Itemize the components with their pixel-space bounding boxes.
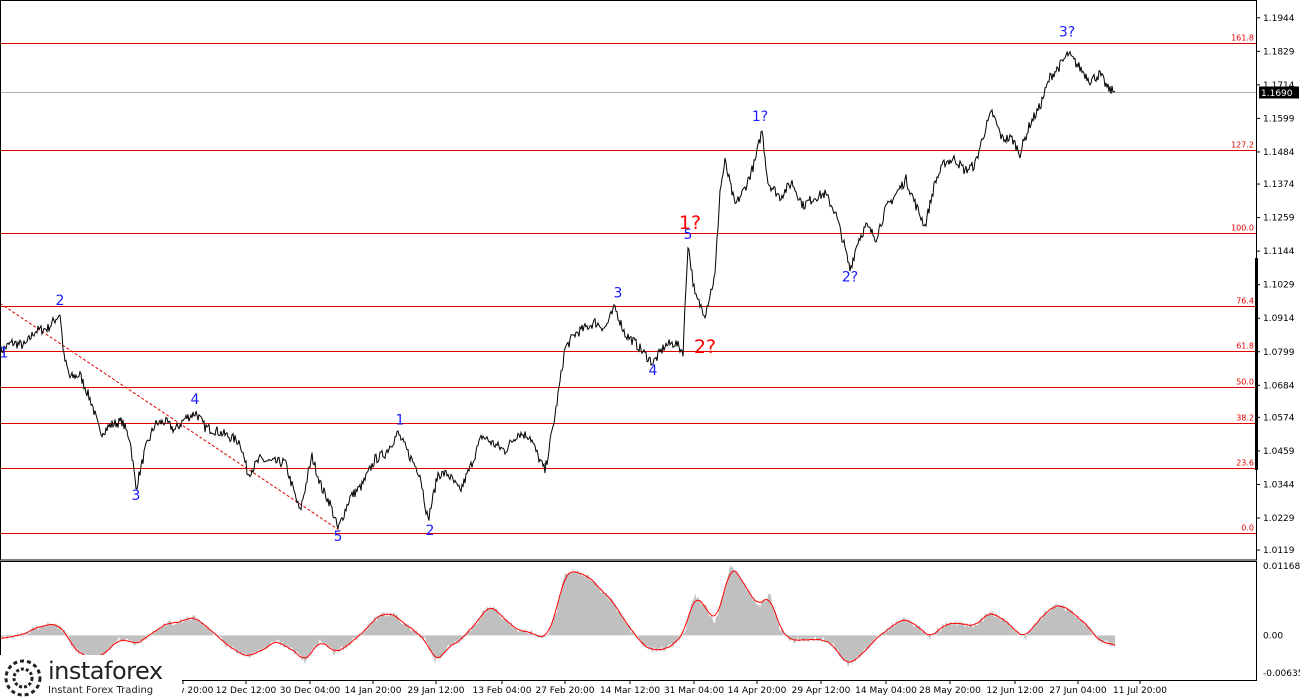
wave-label: 2? <box>694 336 716 358</box>
wave-label: 1? <box>679 212 701 234</box>
oscillator-panel-frame <box>0 561 1257 681</box>
price-tick-label: 1.1714 <box>1263 81 1295 91</box>
fib-label: 76.4 <box>1236 297 1254 306</box>
wave-label: 4 <box>649 363 658 379</box>
time-tick-label: 31 Mar 04:00 <box>664 686 724 696</box>
price-series <box>0 50 1116 531</box>
price-tick-label: 1.1944 <box>1263 14 1295 24</box>
price-tick-label: 1.0914 <box>1263 314 1295 324</box>
trend-line <box>0 302 339 530</box>
price-tick-label: 1.1829 <box>1263 47 1295 57</box>
time-tick-label: 14 Apr 20:00 <box>728 686 787 696</box>
time-axis: 27 Nov 20:00 12 Dec 12:00 30 Dec 04:00 14 J… <box>153 680 1167 696</box>
fib-label: 127.2 <box>1231 141 1254 150</box>
fib-label: 23.6 <box>1236 459 1254 468</box>
price-tick-label: 1.0229 <box>1263 514 1295 524</box>
wave-label: 5 <box>334 529 343 545</box>
fib-label: 161.8 <box>1231 34 1254 43</box>
price-tick-label: 1.0799 <box>1263 348 1295 358</box>
price-tick-label: 1.0459 <box>1263 447 1295 457</box>
price-tick-label: 1.0344 <box>1263 480 1295 490</box>
price-tick-label: 1.0684 <box>1263 381 1295 391</box>
oscillator-signal-line <box>0 570 1116 663</box>
price-tick-label: 1.0119 <box>1263 546 1295 556</box>
price-axis: 1.1944 1.1829 1.1714 1.1599 1.1484 1.1374 1.12… <box>1255 14 1299 556</box>
wave-label: 1 <box>396 412 405 428</box>
time-tick-label: 30 Dec 04:00 <box>280 686 341 696</box>
fib-label: 61.8 <box>1236 342 1254 351</box>
wave-label: 3? <box>1059 24 1075 40</box>
time-tick-label: 29 Apr 12:00 <box>792 686 851 696</box>
wave-label: 4 <box>191 392 200 408</box>
fibonacci-levels: 161.8 127.2 100.0 76.4 61.8 50.0 38.2 23.6 0.0 <box>0 34 1257 534</box>
time-tick-label: 14 Jan 20:00 <box>345 686 402 696</box>
fib-label: 50.0 <box>1236 378 1254 387</box>
price-tick-label: 1.0574 <box>1263 413 1295 423</box>
oscillator-histogram <box>0 564 1115 667</box>
time-tick-label: 14 May 04:00 <box>855 686 917 696</box>
wave-label: 3 <box>614 286 623 302</box>
time-tick-label: 12 Dec 12:00 <box>216 686 277 696</box>
price-tick-label: 1.1484 <box>1263 148 1295 158</box>
time-tick-label: 27 Jun 04:00 <box>1049 686 1106 696</box>
time-tick-label: 29 Jan 12:00 <box>408 686 465 696</box>
wave-label: 5 <box>684 227 693 243</box>
time-tick-label: 27 Feb 20:00 <box>535 686 594 696</box>
fib-label: 100.0 <box>1231 224 1254 233</box>
wave-label: 2? <box>842 269 858 285</box>
price-tick-label: 1.1144 <box>1263 247 1295 257</box>
fib-label: 38.2 <box>1236 414 1254 423</box>
price-tick-label: 1.1029 <box>1263 281 1295 291</box>
price-panel-frame <box>0 0 1257 561</box>
oscillator-panel: 0.01168 0.00 -0.00635 <box>0 562 1300 679</box>
instaforex-logo-icon <box>4 659 42 697</box>
wave-label: 3 <box>132 488 141 504</box>
price-line <box>0 50 1116 531</box>
logo-subtext: Instant Forex Trading <box>48 685 154 696</box>
wave-label: 1? <box>752 109 768 125</box>
current-price-label: 1.1690 <box>1261 89 1293 99</box>
time-tick-label: 12 Jun 12:00 <box>986 686 1043 696</box>
price-tick-label: 1.1599 <box>1263 114 1295 124</box>
oscillator-tick-label: 0.01168 <box>1263 562 1300 572</box>
fib-label: 0.0 <box>1241 524 1254 533</box>
time-tick-label: 28 May 20:00 <box>919 686 981 696</box>
time-tick-label: 11 Jul 20:00 <box>1113 686 1167 696</box>
current-price-box <box>1259 86 1299 99</box>
wave-label: 2 <box>56 293 65 309</box>
instaforex-logo: instaforex Instant Forex Trading <box>0 655 182 700</box>
oscillator-tick-label: 0.00 <box>1263 631 1283 641</box>
logo-brand-text: instaforex <box>48 657 163 685</box>
wave-label: 2 <box>426 523 435 539</box>
time-tick-label: 27 Nov 20:00 <box>153 686 214 696</box>
price-tick-label: 1.1259 <box>1263 214 1295 224</box>
time-tick-label: 13 Feb 04:00 <box>472 686 531 696</box>
wave-label: 1 <box>0 345 8 361</box>
price-tick-label: 1.1374 <box>1263 180 1295 190</box>
oscillator-tick-label: -0.00635 <box>1263 669 1300 679</box>
time-tick-label: 14 Mar 12:00 <box>600 686 660 696</box>
